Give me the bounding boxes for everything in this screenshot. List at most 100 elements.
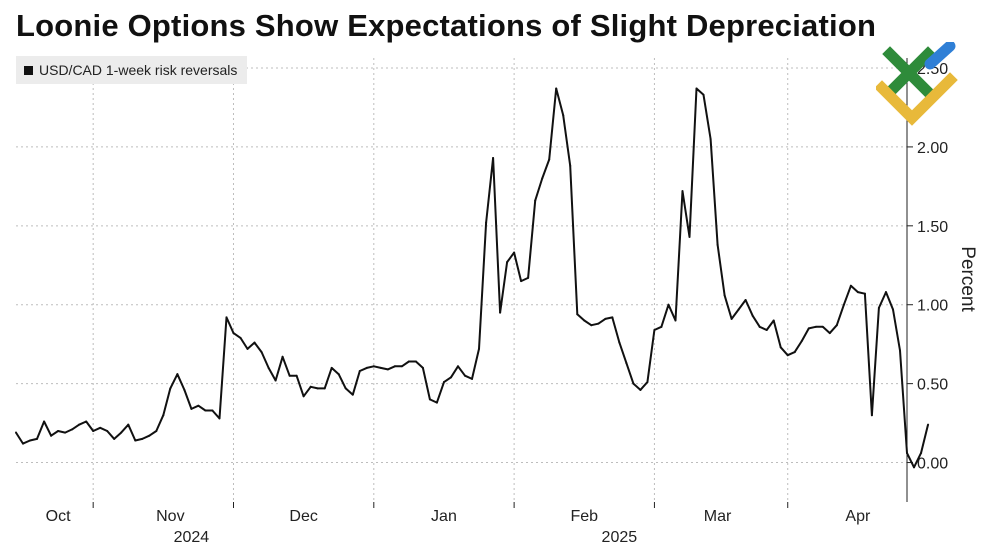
legend-label: USD/CAD 1-week risk reversals [39,62,238,78]
data-point [92,429,95,432]
data-point [71,428,74,431]
data-point [435,401,438,404]
data-point [793,351,796,354]
data-point [485,221,488,224]
data-point [449,376,452,379]
data-point [456,365,459,368]
data-point [695,87,698,90]
legend: USD/CAD 1-week risk reversals [16,56,248,84]
data-point [15,431,17,434]
data-point [176,373,179,376]
data-point [506,261,509,264]
data-point [688,235,691,238]
data-point [99,426,102,429]
data-point [407,360,410,363]
chart-title: Loonie Options Show Expectations of Slig… [16,8,877,43]
data-point [618,341,621,344]
data-point [134,439,137,442]
data-point [604,317,607,320]
data-point [344,387,347,390]
data-point [330,366,333,369]
data-point [393,365,396,368]
data-point [113,437,116,440]
data-point [927,423,930,426]
y-axis-label: Percent [957,246,978,312]
data-point [260,351,263,354]
data-point [499,311,502,314]
data-point [765,328,768,331]
y-tick-label: 0.00 [917,456,948,473]
data-point [190,407,193,410]
year-label: 2024 [174,529,210,545]
x-tick-label: Oct [46,508,71,525]
data-point [744,298,747,301]
data-point [106,429,109,432]
data-point [471,377,474,380]
data-point [36,437,39,440]
data-point [478,347,481,350]
data-point [906,452,908,455]
data-point [863,292,866,295]
data-point [527,276,530,279]
data-point [913,466,916,469]
y-tick-label: 1.50 [917,219,948,236]
data-point [218,417,221,420]
data-point [842,303,845,306]
data-point [337,373,340,376]
data-point [639,388,642,391]
data-point [590,324,593,327]
data-point [737,308,740,311]
data-point [709,138,712,141]
series-layer [15,87,930,469]
data-point [43,420,46,423]
data-point [246,347,249,350]
data-point [723,294,726,297]
data-point [513,251,516,254]
data-point [64,431,67,434]
data-point [442,381,445,384]
data-point [281,355,284,358]
data-point [225,316,228,319]
data-point [316,387,319,390]
data-point [232,332,235,335]
data-point [877,306,880,309]
data-point [674,319,677,322]
data-point [821,325,824,328]
data-point [120,431,123,434]
data-point [288,374,291,377]
data-point [162,414,165,417]
data-point [421,366,424,369]
data-point [611,316,614,319]
y-tick-label: 1.00 [917,298,948,315]
data-point [702,93,705,96]
data-point [583,319,586,322]
data-point [22,442,25,445]
x-tick-label: Apr [845,508,871,525]
data-point [667,303,670,306]
data-point [309,385,312,388]
data-point [625,362,628,365]
data-point [155,429,158,432]
logo-icon [876,42,958,126]
data-point [555,87,558,90]
year-label: 2025 [602,529,638,545]
data-point [562,114,565,117]
data-point [660,325,663,328]
data-point [127,423,130,426]
data-point [492,156,495,159]
data-point [653,328,656,331]
data-point [772,319,775,322]
data-point [400,365,403,368]
data-point [372,365,375,368]
data-point [835,324,838,327]
x-tick-label: Jan [431,508,457,525]
y-tick-label: 0.50 [917,377,948,394]
y-tick-labels: 0.000.501.001.502.002.50 [917,61,948,473]
data-point [730,317,733,320]
data-point [169,387,172,390]
data-point [428,398,431,401]
data-point [148,434,151,437]
data-point [548,158,551,161]
